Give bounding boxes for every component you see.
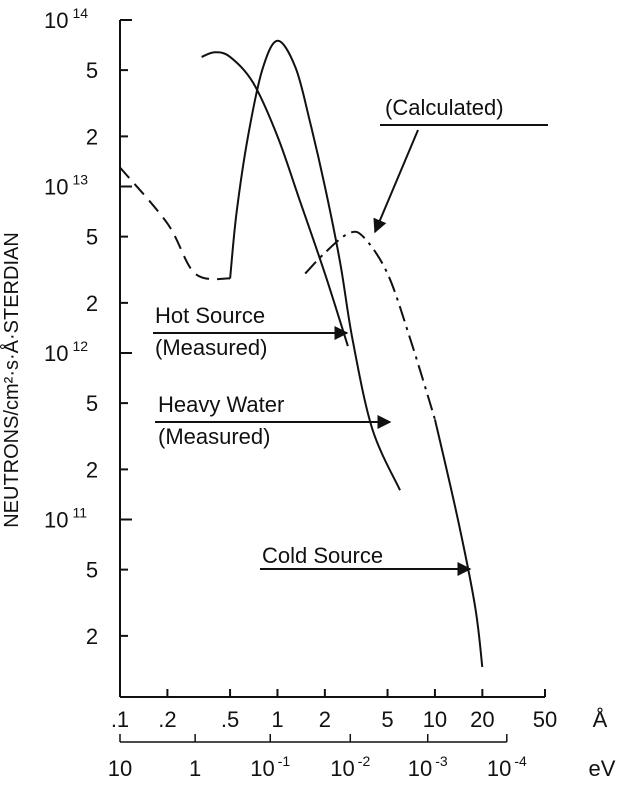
x-tick-label: 5 bbox=[381, 707, 393, 732]
x-tick-label: .5 bbox=[221, 707, 239, 732]
ev-tick-label: 10 bbox=[108, 756, 132, 781]
series-hot-source-extrapolated bbox=[119, 166, 231, 281]
x-tick-label: 1 bbox=[271, 707, 283, 732]
y-tick-label: 5 bbox=[86, 58, 98, 83]
ev-tick-label: 1 bbox=[189, 756, 201, 781]
ev-tick-label: 10 -4 bbox=[487, 753, 527, 781]
series-cold-source-tail bbox=[433, 419, 484, 668]
y-tick-label: 10 11 bbox=[44, 505, 87, 533]
x-tick-label: 2 bbox=[319, 707, 331, 732]
y-tick-label: 2 bbox=[86, 124, 98, 149]
annotation-heavy-water: Heavy Water (Measured) bbox=[155, 392, 392, 449]
annotation-cold-source: Cold Source bbox=[260, 543, 472, 576]
y-tick-label: 2 bbox=[86, 457, 98, 482]
annotation-text: Cold Source bbox=[262, 543, 383, 568]
y-tick-label: 2 bbox=[86, 624, 98, 649]
y-tick-label: 5 bbox=[86, 225, 98, 250]
annotation-arrow bbox=[373, 129, 419, 234]
ev-unit-label: eV bbox=[589, 756, 616, 781]
y-tick-label: 5 bbox=[86, 391, 98, 416]
annotation-text: Hot Source bbox=[155, 303, 265, 328]
y-tick-label: 2 bbox=[86, 291, 98, 316]
x-tick-label: 50 bbox=[533, 707, 557, 732]
series-heavy-water bbox=[201, 51, 349, 347]
ev-tick-label: 10 -3 bbox=[408, 753, 448, 781]
x-tick-label: .2 bbox=[158, 707, 176, 732]
ev-tick-label: 10 -1 bbox=[250, 753, 290, 781]
y-axis-label: NEUTRONS/cm²·s·Å·STERDIAN bbox=[0, 232, 23, 528]
y-tick-label: 10 12 bbox=[44, 338, 88, 366]
ev-tick-label: 10 -2 bbox=[330, 753, 370, 781]
series-hot-source bbox=[229, 39, 401, 491]
annotation-hot-source: Hot Source (Measured) bbox=[153, 303, 349, 360]
annotation-text: (Calculated) bbox=[385, 95, 504, 120]
x-tick-label: .1 bbox=[111, 707, 129, 732]
x-tick-label: 20 bbox=[470, 707, 494, 732]
series-cold-source bbox=[304, 230, 436, 420]
annotation-text: (Measured) bbox=[158, 424, 270, 449]
y-tick-label: 10 14 bbox=[44, 5, 88, 33]
y-tick-label: 10 13 bbox=[44, 172, 88, 200]
annotation-text: (Measured) bbox=[155, 335, 267, 360]
y-tick-label: 5 bbox=[86, 558, 98, 583]
annotation-calculated: (Calculated) bbox=[373, 95, 548, 234]
annotation-text: Heavy Water bbox=[158, 392, 284, 417]
x-unit-label: Å bbox=[593, 707, 608, 732]
x-tick-label: 10 bbox=[423, 707, 447, 732]
